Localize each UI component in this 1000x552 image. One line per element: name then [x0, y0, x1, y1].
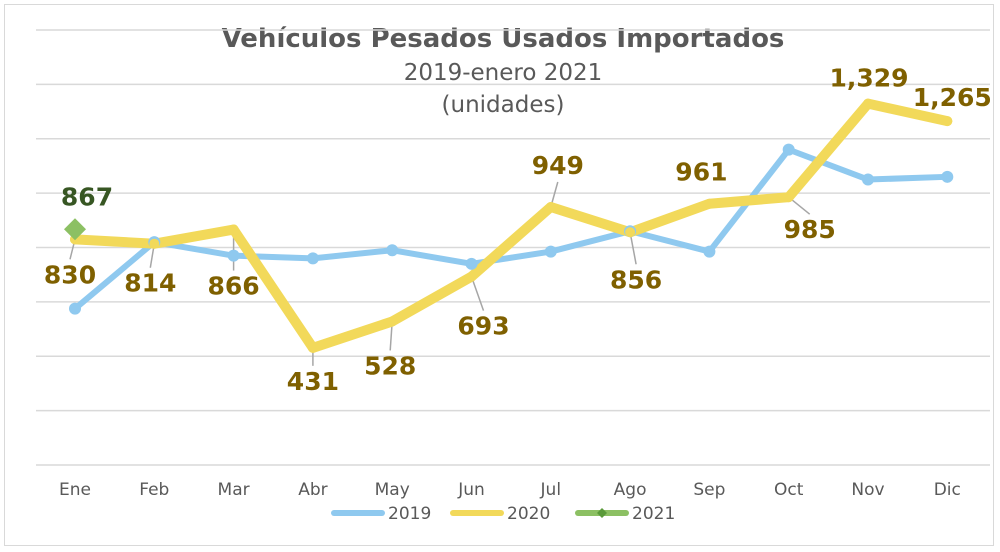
x-tick-label: Abr	[298, 480, 327, 500]
x-tick-label: Jun	[457, 480, 485, 500]
point-2021	[64, 218, 86, 241]
data-label-2020: 1,265	[913, 83, 992, 112]
data-label-2020: 431	[287, 367, 339, 396]
x-tick-label: Jul	[540, 480, 562, 500]
legend-label-2021: 2021	[632, 504, 675, 524]
x-tick-label: Feb	[139, 480, 169, 500]
point-2020	[704, 198, 715, 209]
x-tick-label: Ago	[614, 480, 647, 500]
chart-subtitle-line-1: 2019-enero 2021	[404, 60, 603, 86]
x-tick-label: Ene	[59, 480, 91, 500]
leader-line-2020	[470, 276, 485, 311]
point-2020	[466, 271, 477, 282]
chart-title: Vehículos Pesados Usados Importados	[222, 24, 785, 54]
data-label-2020: 961	[675, 158, 727, 187]
x-tick-label: May	[375, 480, 410, 500]
data-label-2021: 867	[61, 182, 113, 211]
series-line-2019	[72, 146, 951, 312]
x-tick-label: Sep	[693, 480, 725, 500]
series-lines	[70, 98, 953, 353]
point-2019	[227, 249, 240, 262]
legend: 2019 2020 2021	[331, 504, 675, 524]
data-label-2020: 830	[44, 260, 96, 289]
chart-subtitle-line-2: (unidades)	[442, 92, 565, 118]
legend-label-2020: 2020	[507, 504, 550, 524]
data-labels: 830 814 866 431 528 693 949 856 961 985 1,3291,265…	[44, 64, 992, 396]
point-2019	[306, 252, 319, 265]
data-label-2020: 985	[784, 215, 836, 244]
x-tick-label: Dic	[934, 480, 961, 500]
chart-frame	[4, 4, 994, 546]
leader-line-2020	[629, 232, 637, 265]
gridlines	[36, 29, 990, 466]
point-2020	[863, 98, 873, 109]
point-2019	[703, 245, 716, 258]
point-2020	[783, 192, 794, 203]
legend-label-2019: 2019	[388, 504, 431, 524]
point-2020	[228, 224, 239, 235]
point-2019	[862, 173, 874, 186]
data-label-2020: 1,329	[829, 64, 908, 93]
point-2020	[149, 238, 160, 249]
point-2019	[941, 170, 954, 183]
point-2020	[942, 116, 953, 127]
data-label-2020: 528	[364, 351, 416, 380]
x-tick-label: Nov	[851, 480, 884, 500]
point-2019	[465, 257, 478, 270]
point-2019	[782, 143, 795, 156]
x-tick-label: Oct	[774, 480, 804, 500]
data-label-2020: 693	[457, 312, 509, 341]
point-2020	[625, 227, 636, 238]
series-line-2020	[70, 98, 953, 353]
x-tick-label: Mar	[218, 480, 250, 500]
point-2020	[387, 316, 398, 327]
point-2019	[69, 302, 81, 315]
data-label-2020: 856	[610, 265, 662, 294]
data-label-2020: 866	[208, 272, 260, 301]
point-2020	[545, 201, 556, 212]
data-label-2020: 949	[532, 151, 584, 180]
x-axis-ticks: Ene Feb Mar Abr May Jun Jul Ago Sep Oct Nov Dic	[59, 480, 961, 500]
point-2019	[544, 245, 557, 258]
point-2020	[307, 342, 318, 353]
point-2019	[386, 244, 399, 257]
legend-marker-2021	[597, 508, 607, 518]
series-markers	[64, 98, 954, 353]
data-label-2020: 814	[124, 269, 176, 298]
